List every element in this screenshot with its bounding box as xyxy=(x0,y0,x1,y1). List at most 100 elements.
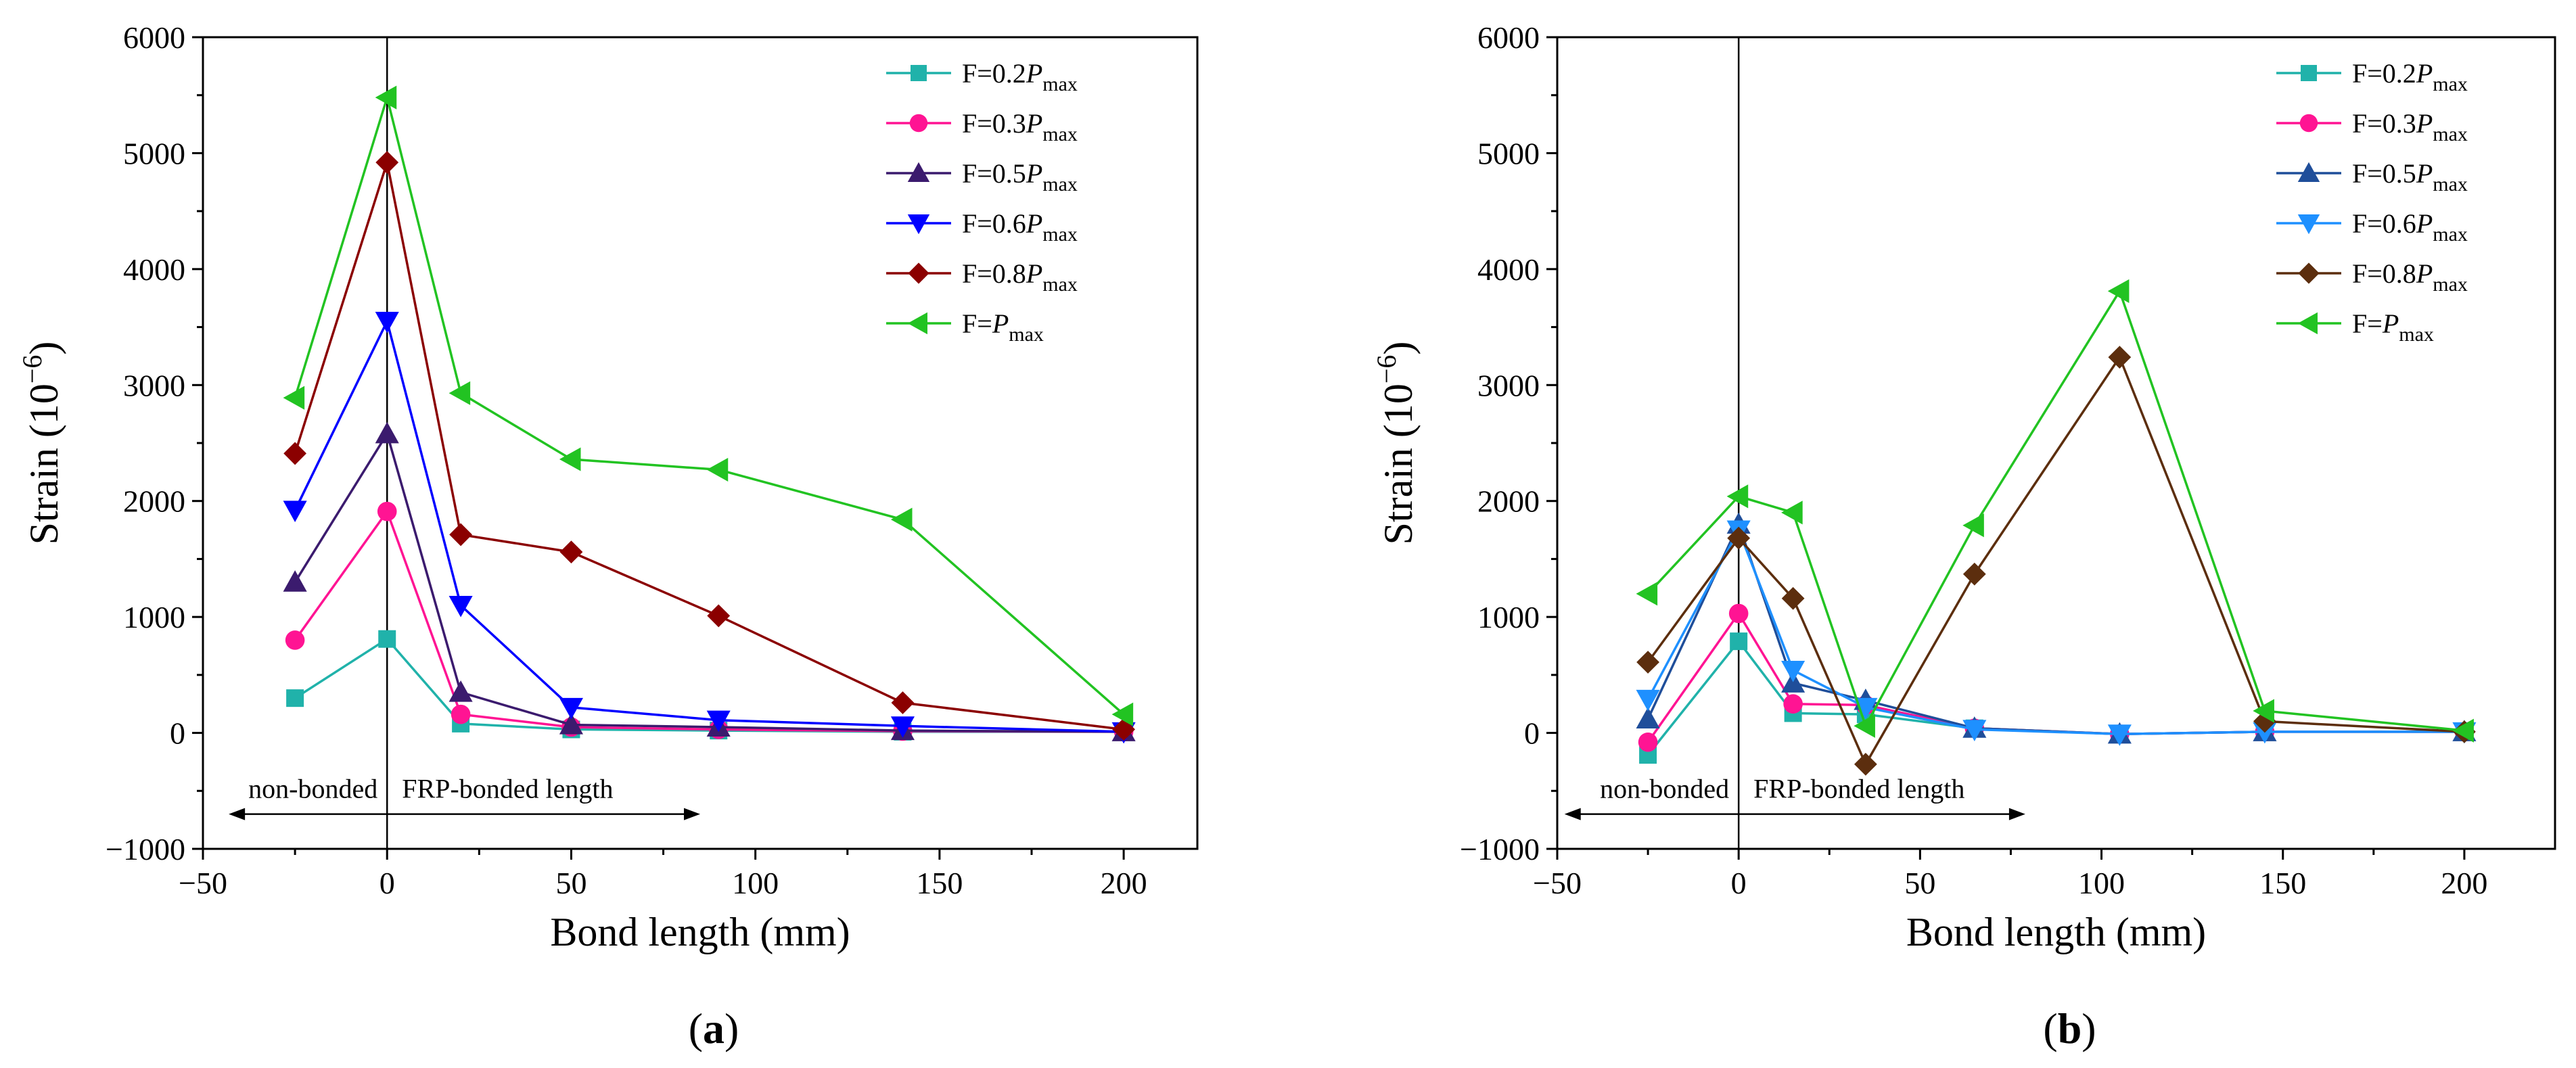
series-F=Pmax xyxy=(283,85,1134,726)
series-F=0.6Pmax xyxy=(1636,520,2477,746)
legend: F=0.2PmaxF=0.3PmaxF=0.5PmaxF=0.6PmaxF=0.… xyxy=(2276,58,2468,346)
data-point xyxy=(283,442,307,465)
panel-caption: (b) xyxy=(2043,1004,2096,1052)
legend-marker xyxy=(907,162,930,182)
data-point xyxy=(2107,724,2132,746)
data-point xyxy=(378,630,396,648)
caption-open: ( xyxy=(689,1004,703,1052)
data-point xyxy=(1781,586,1805,610)
legend-marker xyxy=(908,262,929,284)
data-point xyxy=(283,501,307,522)
legend-entry: F=0.5Pmax xyxy=(962,158,1078,195)
arrow-head-right xyxy=(684,808,700,820)
legend-entry: F=0.8Pmax xyxy=(2352,258,2468,296)
series-line xyxy=(1647,523,2464,736)
series-line xyxy=(1647,528,2464,736)
legend-var: P xyxy=(2416,58,2433,89)
series-line xyxy=(1647,612,2464,743)
x-tick-label: 100 xyxy=(2078,866,2125,900)
bond-region-arrow xyxy=(1564,808,2025,820)
data-point xyxy=(706,710,731,733)
x-tick-label: 150 xyxy=(2259,866,2306,900)
data-point xyxy=(448,680,473,702)
legend-entry: F=0.6Pmax xyxy=(2352,208,2468,246)
legend-var: P xyxy=(1026,208,1042,239)
data-point xyxy=(1781,660,1806,682)
panel-caption: (a) xyxy=(689,1004,739,1052)
data-point xyxy=(559,697,583,720)
legend-entry: F=Pmax xyxy=(2352,308,2434,346)
legend-prefix: F=0.3 xyxy=(962,108,1026,139)
legend-var: P xyxy=(1026,258,1042,289)
y-tick-label: −1000 xyxy=(1460,832,1540,866)
data-point xyxy=(1636,582,1658,606)
legend-sub: max xyxy=(1042,73,1078,95)
y-tick-label: 5000 xyxy=(1477,136,1540,170)
data-point xyxy=(375,85,397,110)
legend-entry: F=0.3Pmax xyxy=(2352,108,2468,145)
legend-sub: max xyxy=(1042,273,1078,296)
legend-marker xyxy=(2298,262,2320,284)
legend-prefix: F=0.5 xyxy=(962,158,1026,189)
caption-letter: b xyxy=(2058,1004,2082,1052)
data-point xyxy=(1783,694,1803,714)
legend-marker xyxy=(2299,114,2318,133)
y-tick-label: −1000 xyxy=(106,832,185,866)
data-point xyxy=(559,540,583,564)
series-line xyxy=(294,637,1124,733)
y-axis-label-base: Strain (10 xyxy=(22,384,66,544)
series-F=0.8Pmax xyxy=(283,151,1136,741)
data-point xyxy=(375,421,399,444)
y-axis-label: Strain (10−6) xyxy=(17,342,66,545)
legend-marker xyxy=(907,312,927,335)
arrow-head-left xyxy=(1564,808,1581,820)
y-tick-label: 5000 xyxy=(123,136,185,170)
y-tick-label: 4000 xyxy=(1477,252,1540,287)
data-point xyxy=(449,523,473,547)
legend-prefix: F=0.3 xyxy=(2352,108,2416,139)
legend-marker xyxy=(2297,162,2320,182)
legend-sub: max xyxy=(1042,123,1078,145)
legend-var: P xyxy=(2416,208,2433,239)
legend-marker xyxy=(2297,214,2320,235)
legend-entry: F=Pmax xyxy=(962,308,1044,346)
legend-marker xyxy=(909,114,928,133)
series-F=0.2Pmax xyxy=(1639,632,2473,764)
series-line xyxy=(1647,640,2464,756)
legend-prefix: F=0.6 xyxy=(962,208,1026,239)
caption-close: ) xyxy=(724,1004,739,1052)
legend-sub: max xyxy=(2433,73,2468,95)
data-point xyxy=(1962,562,1986,586)
y-axis-label-base: Strain (10 xyxy=(1376,384,1421,544)
x-tick-label: −50 xyxy=(179,866,227,900)
series-F=Pmax xyxy=(1636,279,2474,743)
series-line xyxy=(294,96,1125,716)
non-bonded-label: non-bonded xyxy=(248,774,377,804)
legend-sub: max xyxy=(2433,123,2468,145)
y-tick-label: 0 xyxy=(170,716,185,751)
data-point xyxy=(559,447,581,471)
data-point xyxy=(285,630,305,650)
data-point xyxy=(1111,702,1134,726)
y-axis-label-suffix: ) xyxy=(1376,342,1421,355)
data-point xyxy=(2107,279,2130,303)
legend-sub: max xyxy=(1042,173,1078,195)
legend-prefix: F= xyxy=(2352,308,2383,339)
x-axis-label: Bond length (mm) xyxy=(1906,910,2206,954)
data-point xyxy=(1726,484,1749,509)
x-tick-label: 0 xyxy=(1731,866,1747,900)
frp-bonded-length-label: FRP-bonded length xyxy=(1753,774,1964,804)
legend-entry: F=0.2Pmax xyxy=(962,58,1078,95)
x-tick-label: −50 xyxy=(1533,866,1582,900)
data-point xyxy=(1636,651,1659,674)
y-tick-label: 1000 xyxy=(123,600,185,634)
y-axis-label-suffix: ) xyxy=(22,342,66,355)
data-point xyxy=(1854,697,1878,720)
series-F=0.2Pmax xyxy=(286,630,1133,741)
legend-sub: max xyxy=(2433,223,2468,246)
y-axis-label: Strain (10−6) xyxy=(1371,342,1421,545)
x-tick-label: 50 xyxy=(1904,866,1935,900)
legend-var: P xyxy=(1026,58,1042,89)
legend-prefix: F=0.8 xyxy=(962,258,1026,289)
